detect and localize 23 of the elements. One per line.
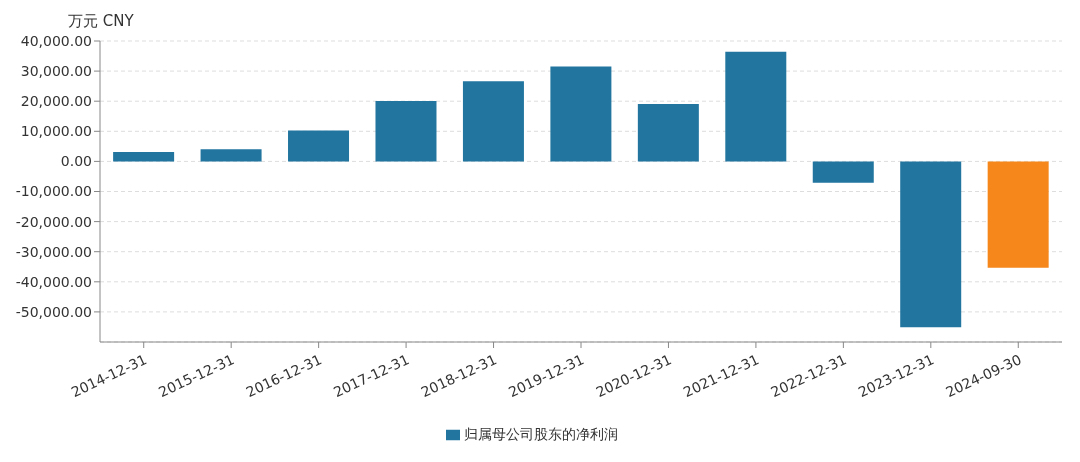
bar — [288, 130, 350, 162]
bar — [200, 149, 262, 162]
y-tick-label: 10,000.00 — [20, 123, 92, 140]
y-tick-label: 30,000.00 — [20, 63, 92, 80]
bar — [812, 161, 874, 183]
bar — [550, 66, 612, 162]
y-tick-label: 0.00 — [60, 153, 92, 170]
y-tick-label: -50,000.00 — [15, 303, 92, 320]
y-tick-label: -40,000.00 — [15, 273, 92, 290]
bar — [725, 51, 787, 162]
y-tick-label: 20,000.00 — [20, 93, 92, 110]
y-tick-label: -10,000.00 — [15, 183, 92, 200]
bar — [375, 100, 437, 162]
legend-label: 归属母公司股东的净利润 — [464, 426, 618, 442]
y-axis-title: 万元 CNY — [68, 12, 134, 31]
y-tick-label: 40,000.00 — [20, 32, 92, 49]
bar — [462, 81, 524, 162]
bar — [113, 152, 175, 162]
bar — [987, 161, 1049, 268]
bar — [637, 103, 699, 162]
bar — [900, 161, 962, 328]
y-tick-label: -30,000.00 — [15, 243, 92, 260]
y-tick-label: -20,000.00 — [15, 213, 92, 230]
